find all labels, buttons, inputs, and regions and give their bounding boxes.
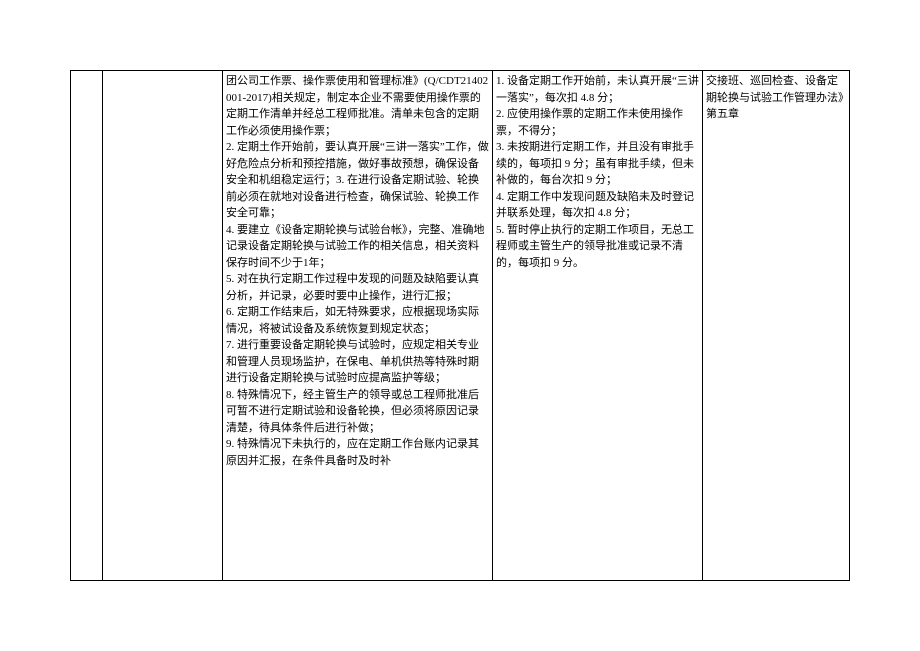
cell-index bbox=[71, 71, 103, 581]
page: 团公司工作票、操作票使用和管理标准》(Q/CDT21402001-2017)相关… bbox=[0, 0, 920, 651]
document-table: 团公司工作票、操作票使用和管理标准》(Q/CDT21402001-2017)相关… bbox=[70, 70, 850, 581]
cell-requirements: 团公司工作票、操作票使用和管理标准》(Q/CDT21402001-2017)相关… bbox=[223, 71, 493, 581]
cell-item bbox=[103, 71, 223, 581]
cell-scoring: 1. 设备定期工作开始前，未认真开展“三讲一落实”，每次扣 4.8 分；2. 应… bbox=[493, 71, 703, 581]
cell-reference: 交接班、巡回检查、设备定期轮换与试验工作管理办法》第五章 bbox=[703, 71, 850, 581]
table-row: 团公司工作票、操作票使用和管理标准》(Q/CDT21402001-2017)相关… bbox=[71, 71, 850, 581]
